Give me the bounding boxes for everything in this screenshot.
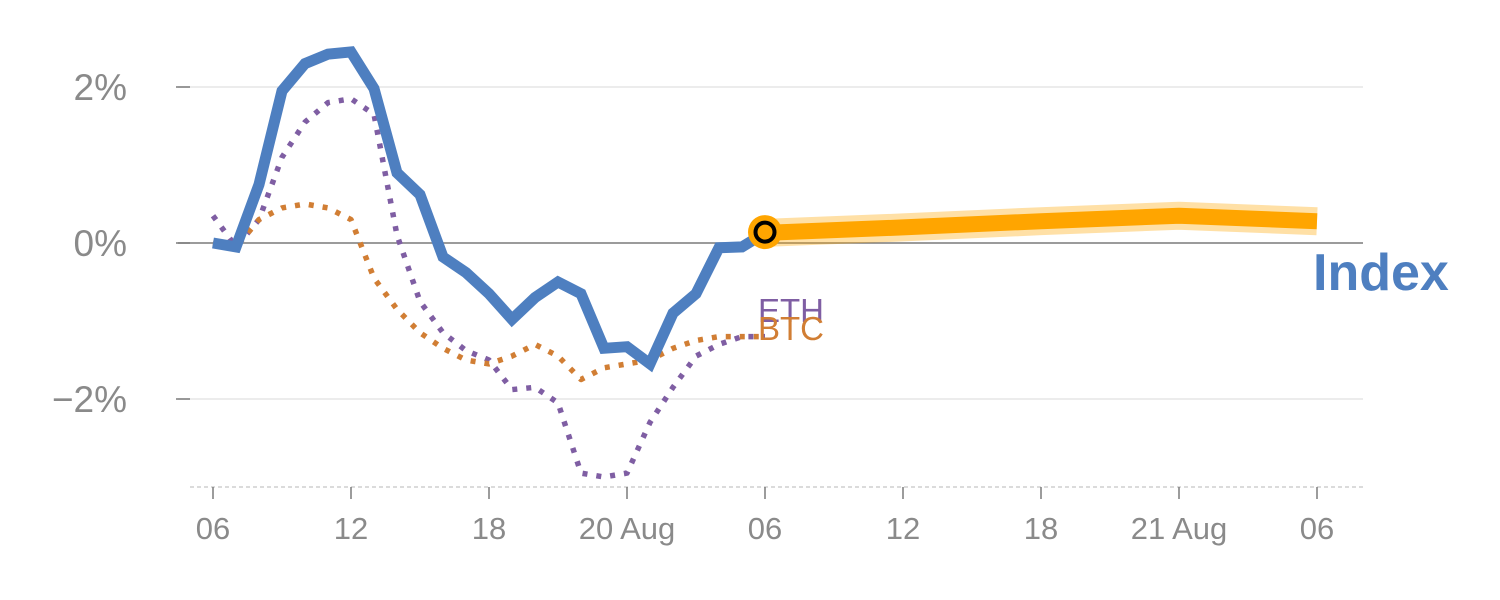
x-tick-label: 20 Aug	[579, 511, 676, 546]
x-tick-label: 06	[1300, 511, 1334, 546]
x-tick-label: 12	[886, 511, 920, 546]
y-tick-label: −2%	[52, 379, 127, 420]
y-tick-label: 2%	[74, 67, 127, 108]
series-layer	[210, 46, 1318, 480]
series-line-btc	[212, 201, 765, 383]
axis-layer: 2% 0% −2% 06 12 18 20 Aug 06 12 18 21 Aug 06	[52, 67, 1365, 546]
series-label-eth: ETH	[758, 292, 824, 329]
current-value-marker-center	[753, 220, 777, 244]
x-tick-label: 06	[748, 511, 782, 546]
x-tick-label: 18	[1024, 511, 1058, 546]
x-tick-label: 21 Aug	[1131, 511, 1228, 546]
series-label-btc: BTC	[758, 310, 824, 347]
x-tick-label: 18	[472, 511, 506, 546]
x-tick-label: 06	[196, 511, 230, 546]
y-tick-label: 0%	[74, 223, 127, 264]
series-label-index: Index	[1313, 244, 1449, 302]
x-tick-label: 12	[334, 511, 368, 546]
series-line-eth	[210, 95, 765, 480]
series-line-index	[212, 46, 768, 373]
forecast-band	[764, 207, 1318, 241]
